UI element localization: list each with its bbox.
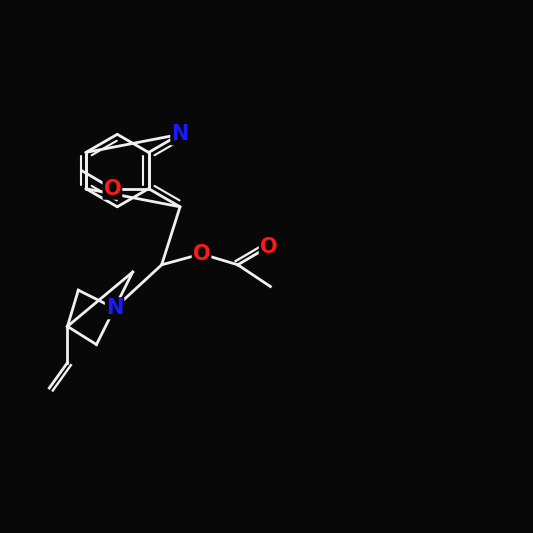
Text: O: O (260, 237, 277, 257)
Text: O: O (193, 244, 211, 264)
Text: N: N (106, 298, 123, 318)
Text: N: N (171, 124, 189, 144)
Text: O: O (103, 179, 121, 199)
